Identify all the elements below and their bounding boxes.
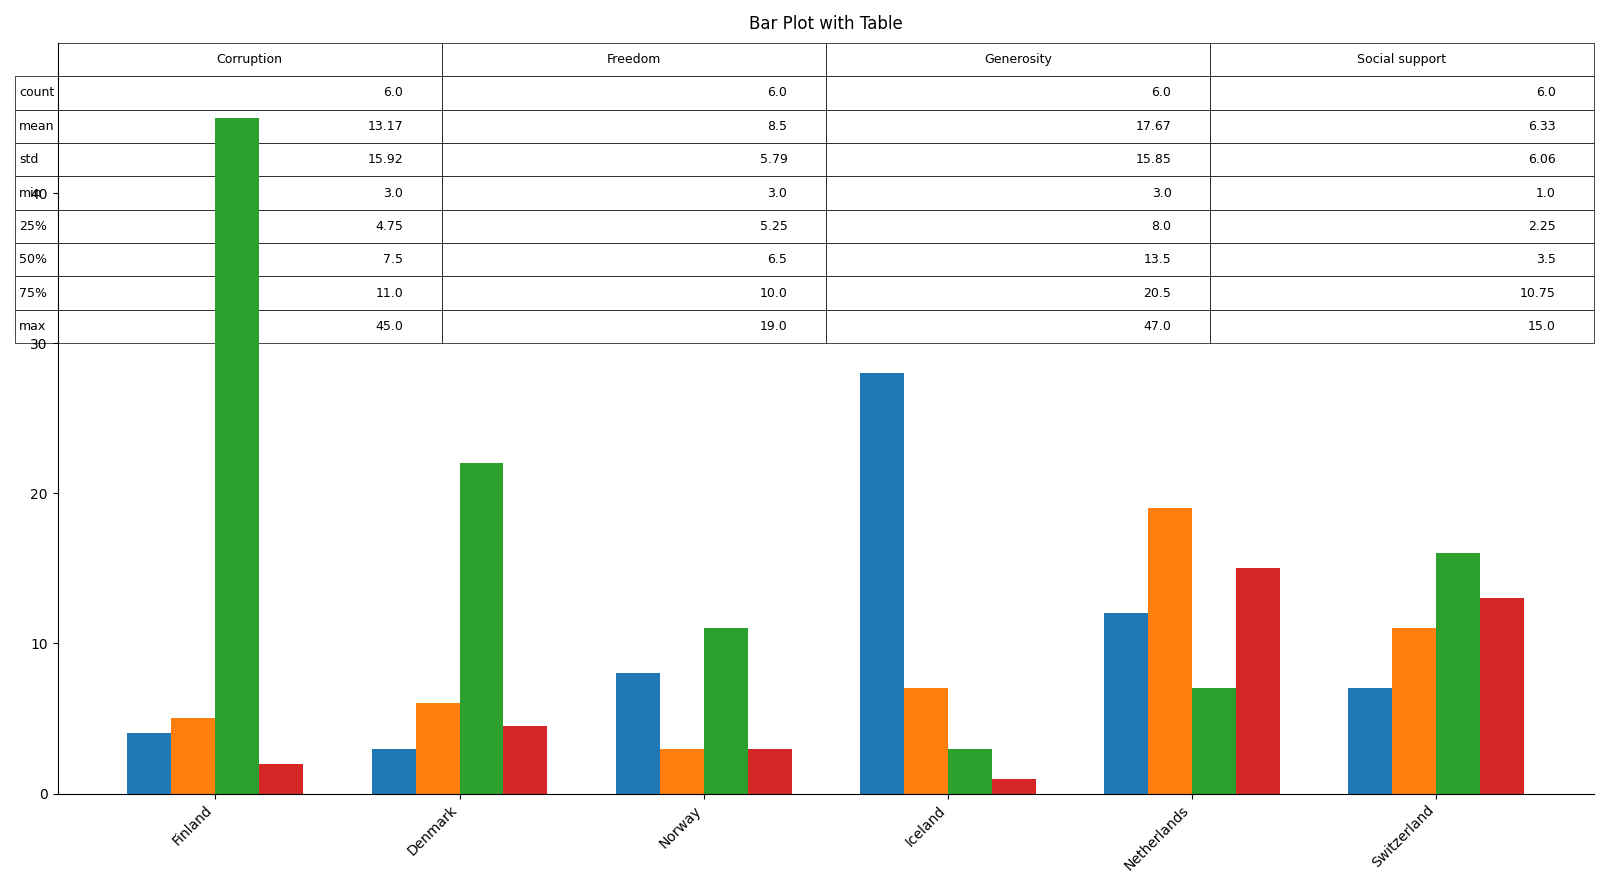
Bar	[259, 764, 302, 794]
Bar	[660, 749, 703, 794]
Bar	[703, 629, 748, 794]
Bar	[460, 464, 504, 794]
Bar	[372, 749, 415, 794]
Bar	[1236, 568, 1281, 794]
Bar	[991, 779, 1036, 794]
Bar	[616, 673, 660, 794]
Bar	[1392, 629, 1437, 794]
Bar	[904, 688, 948, 794]
Bar	[1480, 599, 1524, 794]
Bar	[1437, 553, 1480, 794]
Bar	[1348, 688, 1392, 794]
Bar	[216, 118, 259, 794]
Bar	[1192, 688, 1236, 794]
Bar	[748, 749, 792, 794]
Bar	[859, 373, 904, 794]
Bar	[415, 703, 460, 794]
Bar	[948, 749, 991, 794]
Bar	[127, 733, 172, 794]
Bar	[1104, 614, 1149, 794]
Bar	[504, 726, 547, 794]
Bar	[172, 718, 216, 794]
Title: Bar Plot with Table: Bar Plot with Table	[748, 15, 903, 33]
Bar	[1149, 508, 1192, 794]
